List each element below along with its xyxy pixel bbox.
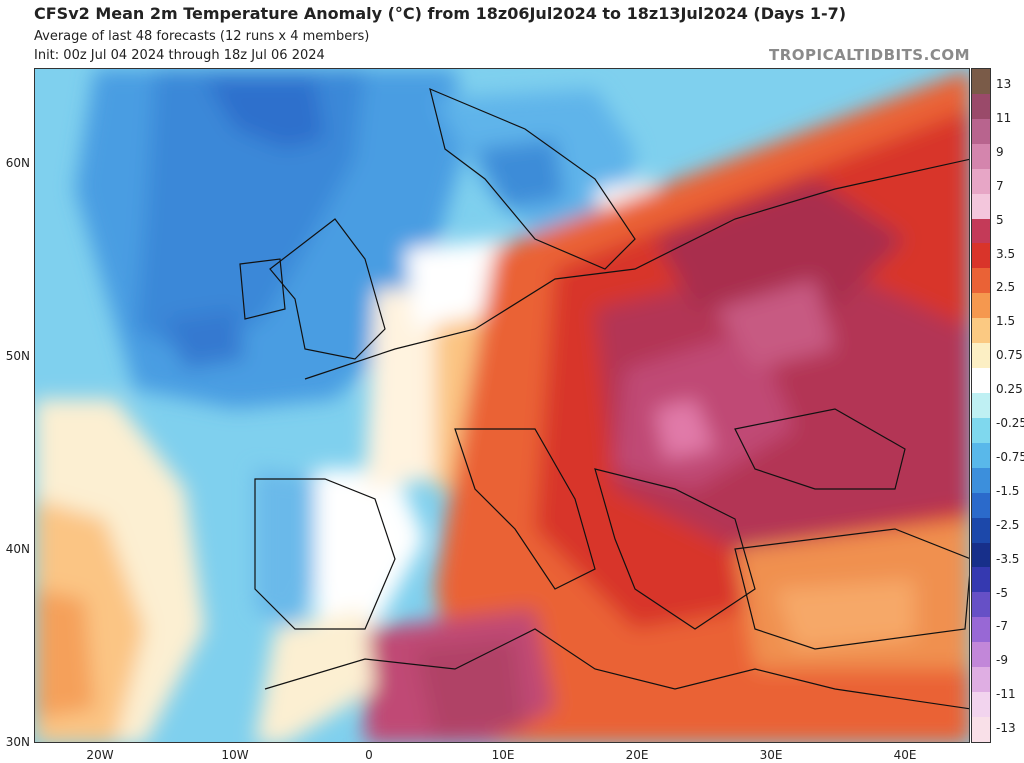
anomaly-map <box>34 68 970 743</box>
colorbar-label: 3.5 <box>996 246 1016 261</box>
colorbar-label: 5 <box>996 212 1004 227</box>
lon-label-20e: 20E <box>625 748 649 762</box>
lon-label-10e: 10E <box>491 748 515 762</box>
colorbar-label: 0.25 <box>996 382 1023 397</box>
colorbar-swatch <box>972 517 990 543</box>
colorbar-label: -0.25 <box>996 416 1024 430</box>
colorbar-swatch <box>972 567 990 593</box>
map-subtitle: Average of last 48 forecasts (12 runs x … <box>34 29 370 44</box>
colorbar-label: -11 <box>996 687 1016 702</box>
colorbar-label: 7 <box>996 178 1004 193</box>
colorbar-label: 2.5 <box>996 280 1016 295</box>
lon-label-40e: 40E <box>893 748 917 762</box>
ireland-outline <box>239 258 286 320</box>
iberia-outline <box>254 478 396 630</box>
scandinavia-outline <box>429 87 636 270</box>
colorbar-label: 9 <box>996 144 1004 159</box>
colorbar-swatch <box>972 492 990 518</box>
colorbar-swatch <box>972 617 990 643</box>
brand-watermark: TROPICALTIDBITS.COM <box>769 46 970 64</box>
colorbar-swatch <box>972 692 990 717</box>
lon-label-10w: 10W <box>221 748 249 762</box>
lon-label-0: 0 <box>365 748 373 762</box>
balkans-outline <box>594 468 756 630</box>
colorbar-swatch <box>972 716 990 742</box>
colorbar-label: 1.5 <box>996 314 1016 329</box>
colorbar-swatch <box>972 343 990 369</box>
colorbar-label: 0.75 <box>996 348 1023 363</box>
map-svg <box>35 69 969 742</box>
turkey-outline <box>734 528 969 650</box>
colorbar-swatch <box>972 392 990 418</box>
colorbar-swatch <box>972 368 990 393</box>
colorbar-swatch <box>972 143 990 169</box>
colorbar-label: -9 <box>996 653 1008 668</box>
british-isles-outline <box>269 218 386 360</box>
colorbar-swatch <box>972 417 990 443</box>
colorbar-swatch <box>972 467 990 493</box>
lat-label-30n: 30N <box>5 735 30 749</box>
colorbar-swatch <box>972 542 990 568</box>
colorbar-swatch <box>972 667 990 693</box>
colorbar-label: -5 <box>996 585 1008 600</box>
colorbar-label: -13 <box>996 721 1016 736</box>
colorbar-swatch <box>972 118 990 144</box>
colorbar-label: -3.5 <box>996 551 1020 566</box>
colorbar-label: -7 <box>996 619 1008 634</box>
colorbar-swatch <box>972 268 990 294</box>
anomaly-field <box>35 69 969 742</box>
colorbar-swatch <box>972 293 990 319</box>
colorbar-swatch <box>972 243 990 269</box>
colorbar-swatch <box>972 93 990 119</box>
north-africa-outline <box>264 628 969 710</box>
lon-label-20w: 20W <box>86 748 114 762</box>
colorbar-label: -0.75 <box>996 449 1024 464</box>
init-time: Init: 00z Jul 04 2024 through 18z Jul 06… <box>34 48 325 63</box>
colorbar-label: -2.5 <box>996 517 1020 532</box>
black-sea-outline <box>734 408 906 490</box>
lat-label-50n: 50N <box>5 349 30 363</box>
colorbar-label: -1.5 <box>996 483 1020 498</box>
colorbar-swatch <box>972 642 990 668</box>
lat-label-40n: 40N <box>5 542 30 556</box>
lat-label-60n: 60N <box>5 156 30 170</box>
north-coast-outline <box>304 158 969 380</box>
lon-label-30e: 30E <box>759 748 783 762</box>
colorbar-swatch <box>972 442 990 468</box>
colorbar-swatch <box>972 318 990 344</box>
colorbar-swatch <box>972 592 990 618</box>
colorbar-label: 11 <box>996 110 1012 125</box>
map-title: CFSv2 Mean 2m Temperature Anomaly (°C) f… <box>34 4 847 23</box>
colorbar-swatch <box>972 168 990 194</box>
colorbar-swatch <box>972 69 990 94</box>
colorbar <box>971 68 991 743</box>
colorbar-swatch <box>972 218 990 244</box>
colorbar-swatch <box>972 193 990 219</box>
colorbar-label: 13 <box>996 77 1012 91</box>
coastlines <box>239 87 969 710</box>
italy-outline <box>454 428 596 590</box>
